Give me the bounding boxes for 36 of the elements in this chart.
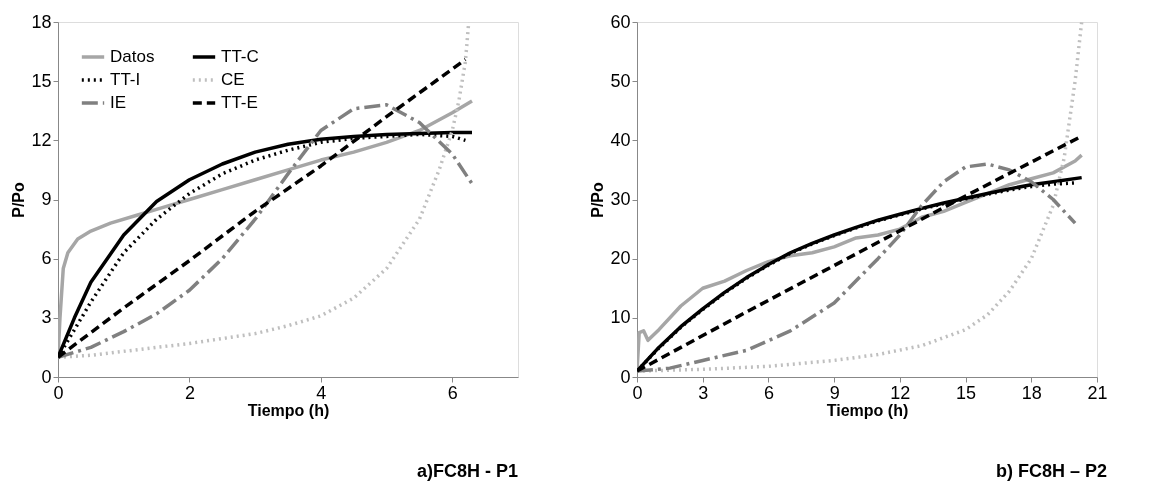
- y-axis-title: P/Po: [589, 181, 607, 218]
- x-tick-label: 3: [698, 382, 709, 403]
- legend-label: TT-C: [221, 47, 259, 66]
- text: a)FC8H - P1: [416, 461, 518, 481]
- y-tick-label: 15: [31, 70, 52, 91]
- y-tick-label: 0: [41, 366, 52, 387]
- x-tick-label: 15: [956, 382, 977, 403]
- y-tick-label: 18: [31, 11, 52, 32]
- text: b) FC8H – P2: [995, 461, 1108, 481]
- y-tick-label: 6: [41, 248, 52, 269]
- x-tick-label: 21: [1087, 382, 1108, 403]
- legend-label: IE: [110, 93, 127, 112]
- y-tick-label: 60: [610, 11, 631, 32]
- y-tick-label: 0: [620, 366, 631, 387]
- x-tick-label: 2: [184, 382, 195, 403]
- y-tick-label: 9: [41, 189, 52, 209]
- legend-label: TT-I: [110, 70, 141, 89]
- x-tick-label: 6: [447, 382, 458, 403]
- x-tick-label: 9: [829, 382, 840, 403]
- y-tick-label: 10: [610, 307, 631, 328]
- legend-label: CE: [221, 70, 245, 89]
- y-tick-label: 30: [610, 189, 631, 209]
- y-tick-label: 3: [41, 307, 52, 328]
- legend-label: Datos: [110, 47, 155, 66]
- x-tick-label: 6: [763, 382, 774, 403]
- legend-label: TT-E: [221, 93, 258, 112]
- x-tick-label: 4: [316, 382, 327, 403]
- y-tick-label: 12: [31, 129, 52, 150]
- x-axis-title: Tiempo (h): [826, 401, 909, 419]
- x-tick-label: 18: [1021, 382, 1042, 403]
- x-axis-title: Tiempo (h): [247, 401, 330, 419]
- y-axis-title: P/Po: [10, 181, 28, 218]
- y-tick-label: 40: [610, 129, 631, 150]
- x-tick-label: 12: [890, 382, 911, 403]
- y-tick-label: 50: [610, 70, 631, 91]
- y-tick-label: 20: [610, 248, 631, 269]
